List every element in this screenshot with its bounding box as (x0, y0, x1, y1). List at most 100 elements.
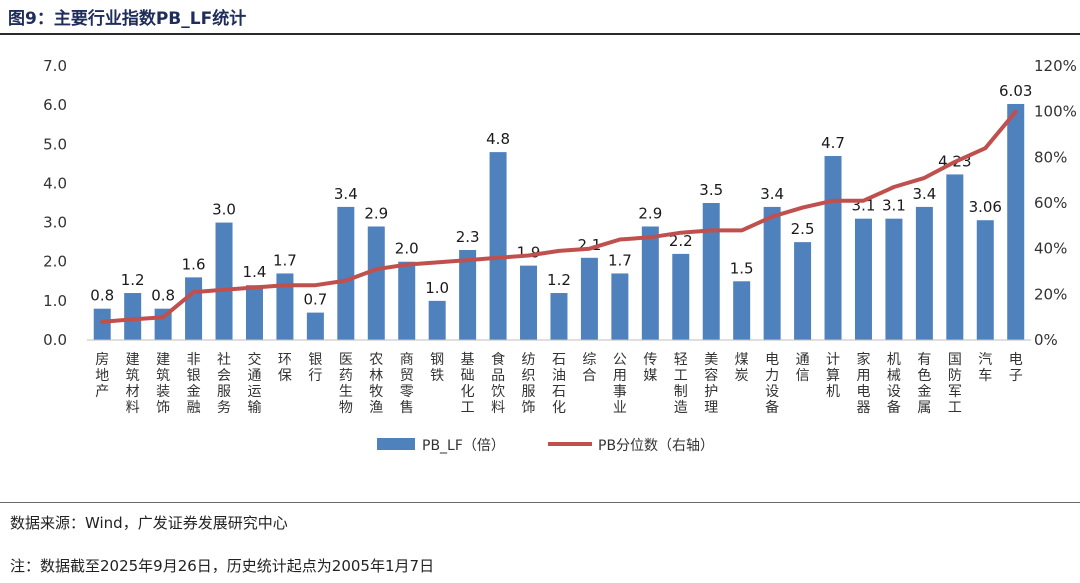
y-axis-left: 0.0 1.0 2.0 3.0 4.0 5.0 6.0 7.0 (43, 57, 67, 349)
bar-基础化工 (459, 249, 477, 340)
bar-value-label: 2.9 (364, 204, 388, 222)
y-right-tick: 60% (1034, 194, 1067, 212)
bar-value-label: 2.9 (638, 204, 662, 222)
bar-公用事业 (611, 273, 629, 340)
bar-有色金属 (915, 206, 933, 340)
bar-value-label: 3.5 (699, 181, 723, 199)
percentile-line (100, 109, 1018, 324)
x-category-label: 电力设备 (765, 352, 779, 416)
bar-value-label: 1.6 (182, 255, 206, 273)
legend-bar-label: PB_LF（倍） (422, 438, 505, 454)
legend-line-label: PB分位数（右轴） (598, 438, 714, 454)
bar-非银金融 (185, 277, 203, 340)
footnote: 注：数据截至2025年9月26日，历史统计起点为2005年1月7日 (10, 557, 435, 575)
x-category-label: 传媒 (643, 352, 657, 384)
bar-食品饮料 (489, 152, 507, 340)
bar-value-label: 2.0 (395, 240, 419, 258)
y-right-tick: 0% (1034, 331, 1058, 349)
y-left-tick: 6.0 (43, 96, 67, 114)
x-category-label: 纺织服饰 (522, 352, 536, 416)
bar-value-label: 2.2 (669, 232, 693, 250)
bar-计算机 (824, 156, 842, 340)
legend: PB_LF（倍） PB分位数（右轴） (377, 438, 714, 454)
bar-石油石化 (550, 293, 568, 340)
bar-交通运输 (245, 285, 263, 340)
bar-房地产 (93, 308, 111, 340)
bar-煤炭 (733, 281, 751, 340)
title-divider (0, 33, 1080, 35)
bar-美容护理 (702, 203, 720, 340)
bar-value-label: 0.8 (151, 287, 175, 305)
bar-农林牧渔 (367, 226, 385, 340)
bar-value-label: 3.4 (912, 185, 936, 203)
y-right-tick: 80% (1034, 148, 1067, 166)
bar-value-label: 2.5 (791, 220, 815, 238)
x-category-label: 计算机 (826, 352, 840, 400)
bar-社会服务 (215, 222, 233, 340)
bar-家用电器 (854, 218, 872, 340)
x-category-label: 通信 (796, 352, 810, 384)
y-left-tick: 1.0 (43, 292, 67, 310)
x-category-label: 轻工制造 (674, 352, 688, 416)
bar-纺织服饰 (520, 265, 538, 340)
x-category-label: 石油石化 (552, 352, 566, 416)
x-category-label: 社会服务 (217, 352, 231, 416)
x-category-label: 商贸零售 (400, 352, 414, 416)
x-category-label: 非银金融 (187, 352, 201, 416)
x-category-label: 有色金属 (917, 352, 931, 416)
bar-value-label: 3.0 (212, 201, 236, 219)
y-left-tick: 3.0 (43, 214, 67, 232)
bar-value-label: 6.03 (999, 82, 1032, 100)
x-category-label: 家用电器 (856, 351, 870, 416)
bar-商贸零售 (398, 261, 416, 340)
y-left-tick: 5.0 (43, 135, 67, 153)
y-left-tick: 4.0 (43, 174, 67, 192)
bar-value-label: 1.2 (121, 271, 145, 289)
data-source: 数据来源：Wind，广发证券发展研究中心 (10, 514, 288, 532)
x-category-label: 环保 (278, 352, 292, 384)
bar-value-label: 1.4 (243, 263, 267, 281)
bar-value-label: 1.5 (730, 259, 754, 277)
x-category-label: 银行 (308, 352, 322, 384)
x-category-label: 汽车 (978, 352, 992, 384)
bar-data-labels: 0.8 1.2 0.8 1.6 3.0 1.4 1.7 0.7 3.4 2.9 2.0 1.0 2.3 4… (90, 82, 1032, 309)
x-category-label: 公用事业 (613, 352, 627, 416)
y-left-tick: 0.0 (43, 331, 67, 349)
bar-value-label: 2.3 (456, 228, 480, 246)
bar-value-label: 4.8 (486, 130, 510, 148)
bar-电子 (1007, 103, 1025, 341)
bar-value-label: 3.06 (969, 198, 1002, 216)
x-category-label: 建筑装饰 (156, 352, 170, 416)
bar-轻工制造 (672, 253, 690, 340)
y-right-tick: 40% (1034, 240, 1067, 258)
x-category-label: 医药生物 (339, 352, 353, 416)
x-category-label: 机械设备 (887, 352, 901, 416)
bar-通信 (794, 242, 812, 340)
bar-value-label: 3.4 (760, 185, 784, 203)
bar-series (93, 103, 1025, 341)
figure-title: 图9：主要行业指数PB_LF统计 (8, 9, 247, 29)
x-category-label: 食品饮料 (491, 351, 505, 416)
bar-医药生物 (337, 206, 355, 340)
bar-钢铁 (428, 300, 446, 340)
bar-建筑材料 (124, 293, 142, 340)
pb-chart: 0.0 1.0 2.0 3.0 4.0 5.0 6.0 7.0 0% 20% 40% 60% 80% 1… (43, 57, 1077, 454)
bar-汽车 (976, 220, 994, 340)
bar-综合 (580, 257, 598, 340)
bar-value-label: 3.4 (334, 185, 358, 203)
bar-银行 (306, 312, 324, 340)
y-axis-right: 0% 20% 40% 60% 80% 100% 120% (1034, 57, 1077, 349)
x-category-label: 基础化工 (461, 351, 475, 416)
bar-value-label: 4.7 (821, 134, 845, 152)
x-category-label: 美容护理 (704, 352, 718, 416)
bar-国防军工 (946, 174, 964, 340)
bar-value-label: 0.7 (303, 291, 327, 309)
bar-环保 (276, 273, 294, 340)
y-left-tick: 7.0 (43, 57, 67, 75)
y-right-tick: 20% (1034, 285, 1067, 303)
bar-机械设备 (885, 218, 903, 340)
bar-value-label: 1.2 (547, 271, 571, 289)
x-category-label: 农林牧渔 (369, 352, 383, 416)
y-right-tick: 100% (1034, 103, 1077, 121)
